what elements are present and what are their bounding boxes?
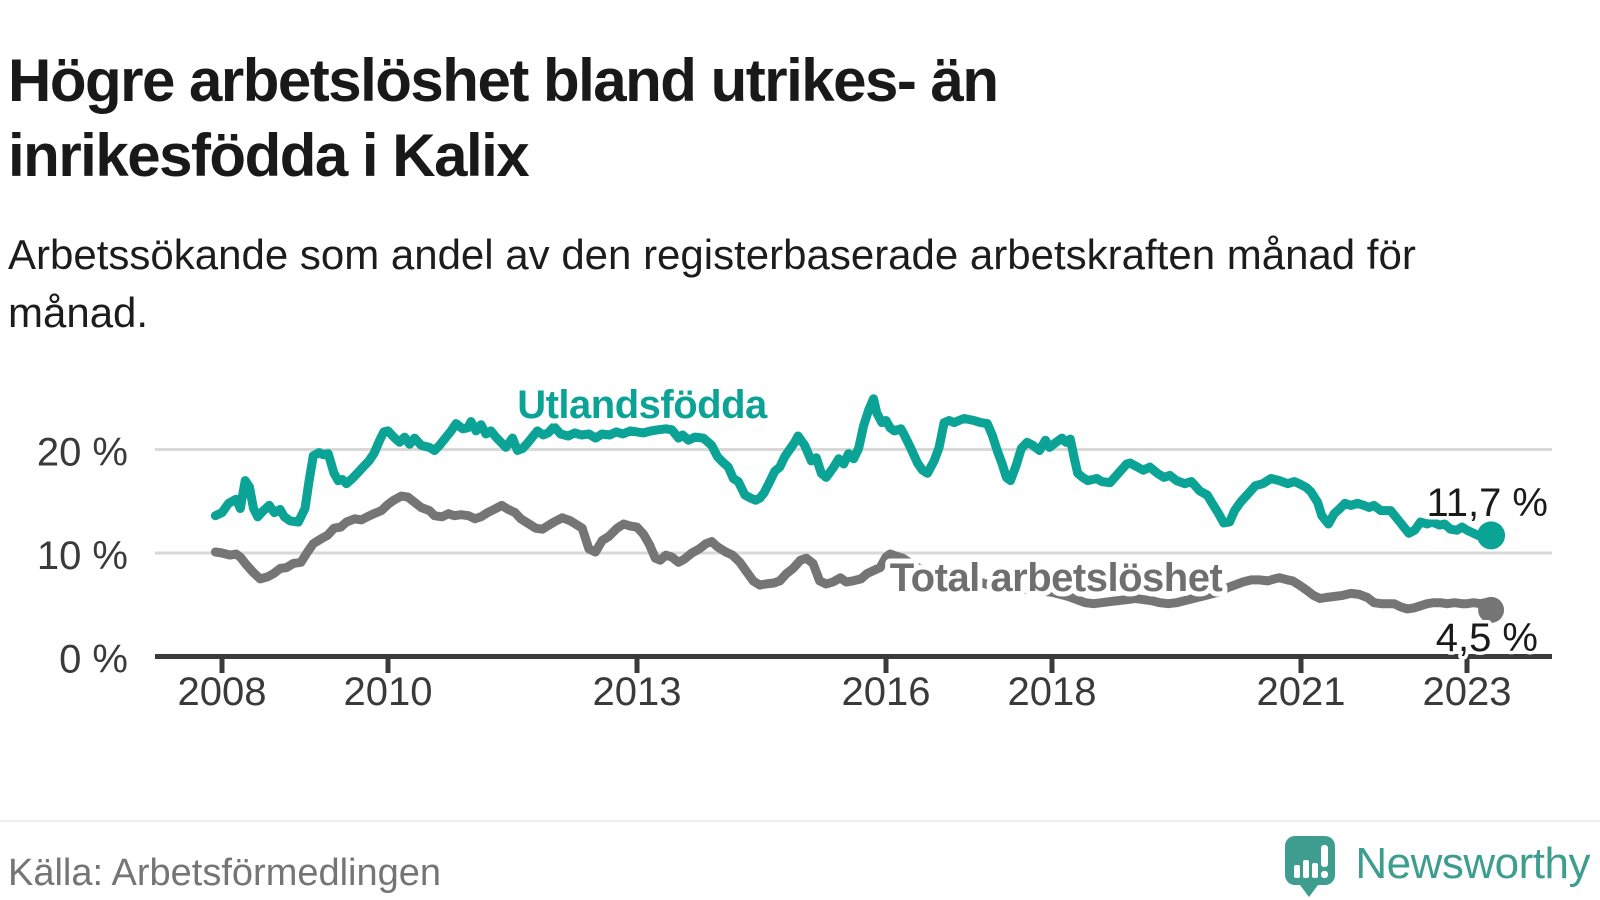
newsworthy-logo-icon	[1285, 836, 1336, 897]
series-value-label: 11,7 %	[1426, 481, 1548, 525]
x-tick-label: 2018	[1008, 670, 1097, 714]
y-tick-label: 10 %	[37, 534, 128, 578]
x-tick-label: 2008	[178, 670, 267, 714]
series-value-label: 4,5 %	[1436, 616, 1538, 660]
logo-bar-2	[1303, 860, 1310, 878]
x-tick-label: 2016	[842, 670, 931, 714]
axis-tick-labels: 0 % 10 % 20 % 2008 2010 2013 2016 2018 2021 2023	[37, 431, 1512, 715]
series-end-dot	[1477, 521, 1506, 550]
series-labels: Total arbetslöshet Utlandsfödda	[512, 378, 1228, 605]
y-tick-label: 0 %	[59, 638, 128, 682]
source-note: Källa: Arbetsförmedlingen	[8, 852, 442, 894]
logo-bar-1	[1294, 865, 1301, 878]
brand-name: Newsworthy	[1355, 839, 1590, 888]
x-tick-label: 2021	[1257, 670, 1346, 714]
x-tick-label: 2010	[344, 670, 433, 714]
logo-exclamation-dot	[1321, 871, 1329, 878]
x-tick-label: 2013	[593, 670, 682, 714]
logo-exclamation-bar	[1321, 845, 1329, 867]
series-label: Total arbetslöshet	[890, 556, 1223, 600]
series-end-dots	[1477, 521, 1506, 623]
logo-bar-3	[1312, 863, 1319, 878]
series-value-labels: 4,5 % 11,7 %	[1423, 478, 1552, 664]
page-title: Högre arbetslöshet bland utrikes- än inr…	[8, 47, 999, 189]
series-label: Utlandsfödda	[517, 383, 768, 427]
logo-bubble	[1285, 836, 1336, 897]
page-subtitle: Arbetssökande som andel av den registerb…	[8, 231, 1416, 336]
footer-divider	[0, 820, 1600, 822]
series-end-dot	[1478, 596, 1505, 623]
newsworthy-brand: Newsworthy	[1285, 836, 1590, 898]
x-axis	[155, 654, 1552, 673]
y-tick-label: 20 %	[37, 431, 128, 475]
series-line-total	[210, 491, 1496, 615]
series-line-foreign-born	[210, 394, 1496, 541]
series-lines	[210, 394, 1496, 615]
x-tick-label: 2023	[1423, 670, 1512, 714]
